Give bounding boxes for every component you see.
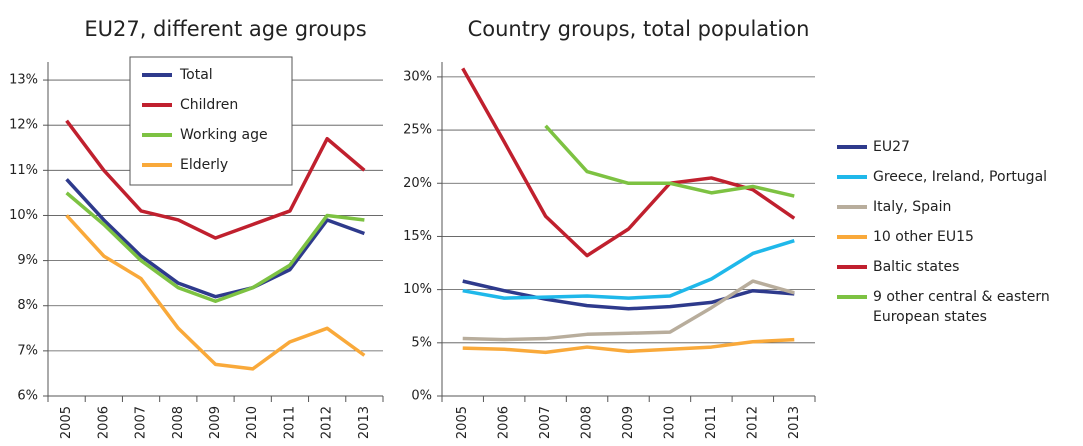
x-tick-label: 2009 (621, 406, 636, 439)
legend-item: Greece, Ireland, Portugal (873, 169, 1048, 185)
series-line (65, 191, 365, 303)
x-tick-label: 2012 (320, 406, 335, 439)
x-tick-label: 2013 (357, 406, 372, 439)
legend-label: Working age (180, 127, 268, 143)
x-tick-label: 2010 (245, 406, 260, 439)
legend-label: 10 other EU15 (873, 229, 974, 245)
series-line (461, 67, 796, 258)
y-tick-label: 6% (17, 389, 38, 404)
legend-label: Baltic states (873, 259, 960, 275)
legend-label: 9 other central & eastern European state… (873, 289, 1050, 325)
x-tick-label: 2011 (704, 406, 719, 439)
legend-item: Italy, Spain (873, 199, 952, 215)
y-tick-label: 5% (411, 335, 432, 350)
y-tick-label: 13% (9, 73, 38, 88)
y-tick-label: 20% (403, 176, 432, 191)
legend-item: EU27 (873, 139, 910, 155)
series-line (462, 337, 795, 355)
y-tick-label: 7% (17, 343, 38, 358)
legend-item: 10 other EU15 (873, 229, 974, 245)
x-tick-label: 2008 (580, 406, 595, 439)
x-tick-label: 2011 (282, 406, 297, 439)
y-tick-label: 10% (9, 208, 38, 223)
x-tick-label: 2007 (538, 406, 553, 439)
legend-label: Total (179, 67, 213, 83)
x-tick-label: 2008 (171, 406, 186, 439)
series-line (544, 124, 795, 198)
series-line (462, 279, 795, 342)
x-tick-label: 2006 (96, 406, 111, 439)
x-tick-label: 2013 (787, 406, 802, 439)
x-tick-label: 2009 (208, 406, 223, 439)
x-tick-label: 2007 (134, 406, 149, 439)
legend-item: Baltic states (873, 259, 960, 275)
legend-label: Elderly (180, 157, 228, 173)
y-tick-label: 0% (411, 389, 432, 404)
legend-label: EU27 (873, 139, 910, 155)
legend-item: 9 other central & eastern European state… (873, 289, 1050, 325)
series-line (65, 178, 365, 299)
series-line (462, 239, 795, 300)
y-tick-label: 30% (403, 69, 432, 84)
series-line (65, 214, 366, 371)
x-tick-label: 2012 (745, 406, 760, 439)
chart-title: Country groups, total population (468, 17, 810, 41)
legend-label: Greece, Ireland, Portugal (873, 169, 1048, 185)
series-line (65, 119, 366, 240)
y-tick-label: 12% (9, 118, 38, 133)
y-tick-label: 11% (9, 163, 38, 178)
x-tick-label: 2006 (497, 406, 512, 439)
chart-title: EU27, different age groups (84, 17, 366, 41)
y-tick-label: 15% (403, 229, 432, 244)
x-tick-label: 2005 (455, 406, 470, 439)
y-tick-label: 10% (403, 282, 432, 297)
y-tick-label: 9% (17, 253, 38, 268)
x-tick-label: 2005 (59, 406, 74, 439)
legend-label: Italy, Spain (873, 199, 952, 215)
y-tick-label: 25% (403, 123, 432, 138)
x-tick-label: 2010 (662, 406, 677, 439)
y-tick-label: 8% (17, 298, 38, 313)
series-line (462, 279, 795, 311)
legend-label: Children (180, 97, 238, 113)
